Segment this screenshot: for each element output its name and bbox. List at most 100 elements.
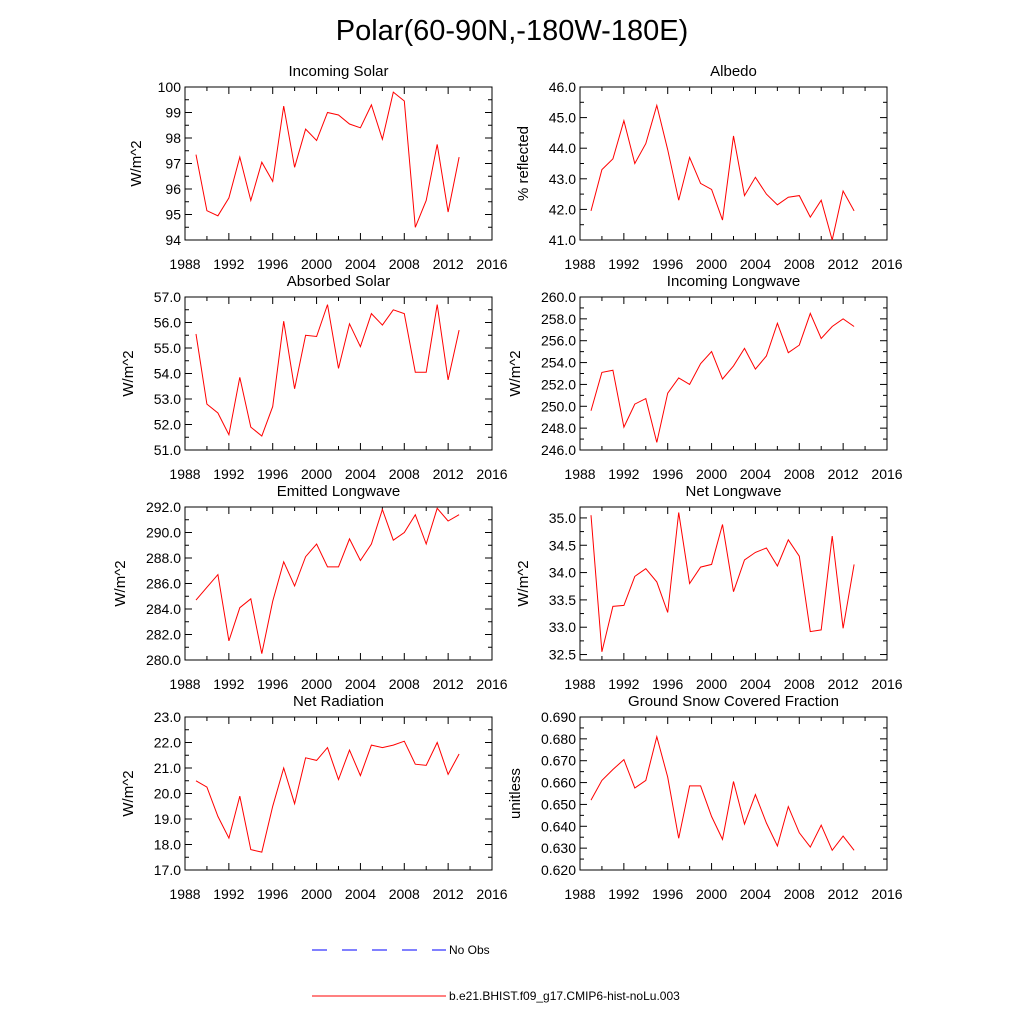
y-tick-label: 23.0 bbox=[154, 709, 181, 725]
series-line bbox=[590, 512, 855, 652]
x-tick-label: 2016 bbox=[871, 256, 902, 272]
y-tick-label: 94 bbox=[165, 232, 181, 248]
x-tick-label: 2004 bbox=[345, 256, 376, 272]
x-tick-label: 2012 bbox=[433, 886, 464, 902]
y-tick-label: 51.0 bbox=[154, 442, 181, 458]
y-axis-label: unitless bbox=[507, 768, 524, 819]
y-tick-label: 0.640 bbox=[541, 818, 576, 834]
x-tick-label: 2000 bbox=[696, 676, 727, 692]
y-tick-label: 45.0 bbox=[549, 110, 576, 126]
y-axis-label: W/m^2 bbox=[507, 350, 524, 396]
y-axis-label: W/m^2 bbox=[128, 140, 145, 186]
x-tick-label: 2000 bbox=[696, 466, 727, 482]
plot-frame bbox=[184, 716, 493, 871]
plot-frame bbox=[184, 506, 493, 661]
series-line bbox=[195, 304, 460, 437]
panel-7: 1988 1992 1996 2000 2004 2008 2012 2016 17.0 18.0… bbox=[120, 693, 508, 902]
x-tick-label: 2016 bbox=[476, 676, 507, 692]
plot-frame bbox=[184, 296, 493, 451]
x-tick-label: 1992 bbox=[213, 256, 244, 272]
x-tick-label: 2004 bbox=[345, 886, 376, 902]
x-tick-label: 2000 bbox=[696, 256, 727, 272]
y-tick-label: 44.0 bbox=[549, 140, 576, 156]
y-tick-label: 19.0 bbox=[154, 811, 181, 827]
x-tick-label: 1992 bbox=[608, 886, 639, 902]
panel-title: Absorbed Solar bbox=[287, 273, 390, 290]
x-tick-label: 1988 bbox=[169, 676, 200, 692]
x-tick-label: 2008 bbox=[389, 256, 420, 272]
x-tick-label: 2012 bbox=[828, 886, 859, 902]
x-tick-label: 1988 bbox=[169, 466, 200, 482]
panel-5: 1988 1992 1996 2000 2004 2008 2012 2016 280.0 282… bbox=[112, 483, 508, 692]
x-tick-label: 1996 bbox=[652, 676, 683, 692]
y-tick-label: 292.0 bbox=[146, 499, 181, 515]
panel-8: 1988 1992 1996 2000 2004 2008 2012 2016 0.620 0.6… bbox=[507, 693, 903, 902]
panel-3: 1988 1992 1996 2000 2004 2008 2012 2016 51.0 52.0… bbox=[120, 273, 508, 482]
y-axis-label: W/m^2 bbox=[515, 560, 532, 606]
x-tick-label: 2000 bbox=[301, 256, 332, 272]
x-tick-label: 2008 bbox=[784, 886, 815, 902]
x-tick-label: 2004 bbox=[740, 676, 771, 692]
x-tick-label: 1992 bbox=[213, 466, 244, 482]
x-tick-label: 1992 bbox=[213, 886, 244, 902]
y-tick-label: 288.0 bbox=[146, 550, 181, 566]
x-tick-label: 2012 bbox=[433, 676, 464, 692]
y-tick-label: 0.670 bbox=[541, 753, 576, 769]
x-tick-label: 2008 bbox=[389, 886, 420, 902]
x-tick-label: 1988 bbox=[169, 256, 200, 272]
y-tick-label: 52.0 bbox=[154, 417, 181, 433]
y-tick-label: 32.5 bbox=[549, 647, 576, 663]
x-tick-label: 2012 bbox=[828, 676, 859, 692]
panel-title: Incoming Longwave bbox=[667, 273, 800, 290]
y-tick-label: 22.0 bbox=[154, 735, 181, 751]
y-tick-label: 0.660 bbox=[541, 775, 576, 791]
y-tick-label: 20.0 bbox=[154, 786, 181, 802]
y-tick-label: 258.0 bbox=[541, 311, 576, 327]
legend: No Obs b.e21.BHIST.f09_g17.CMIP6-hist-no… bbox=[312, 943, 680, 1003]
y-tick-label: 96 bbox=[165, 181, 181, 197]
series-line bbox=[195, 507, 460, 654]
series-line bbox=[590, 103, 855, 241]
y-tick-label: 95 bbox=[165, 207, 181, 223]
y-tick-label: 0.680 bbox=[541, 731, 576, 747]
series-line bbox=[195, 740, 460, 853]
panel-6: 1988 1992 1996 2000 2004 2008 2012 2016 32.5 33.0… bbox=[515, 483, 903, 692]
y-tick-label: 35.0 bbox=[549, 510, 576, 526]
x-tick-label: 1988 bbox=[564, 676, 595, 692]
y-tick-label: 246.0 bbox=[541, 442, 576, 458]
y-tick-label: 250.0 bbox=[541, 398, 576, 414]
x-tick-label: 1988 bbox=[564, 886, 595, 902]
y-tick-label: 248.0 bbox=[541, 420, 576, 436]
y-tick-label: 290.0 bbox=[146, 525, 181, 541]
y-tick-label: 55.0 bbox=[154, 340, 181, 356]
x-tick-label: 2016 bbox=[871, 676, 902, 692]
y-tick-label: 280.0 bbox=[146, 652, 181, 668]
legend-label-model: b.e21.BHIST.f09_g17.CMIP6-hist-noLu.003 bbox=[449, 989, 680, 1003]
x-tick-label: 1996 bbox=[257, 676, 288, 692]
series-line bbox=[590, 734, 855, 852]
y-tick-label: 46.0 bbox=[549, 79, 576, 95]
y-tick-label: 33.0 bbox=[549, 619, 576, 635]
y-tick-label: 284.0 bbox=[146, 601, 181, 617]
y-tick-label: 33.5 bbox=[549, 592, 576, 608]
x-tick-label: 1988 bbox=[564, 256, 595, 272]
y-tick-label: 97 bbox=[165, 156, 181, 172]
x-tick-label: 2004 bbox=[740, 466, 771, 482]
y-tick-label: 0.620 bbox=[541, 862, 576, 878]
x-tick-label: 2008 bbox=[389, 676, 420, 692]
figure-title: Polar(60-90N,-180W-180E) bbox=[336, 15, 688, 47]
x-tick-label: 1996 bbox=[257, 256, 288, 272]
y-tick-label: 0.650 bbox=[541, 796, 576, 812]
y-tick-label: 286.0 bbox=[146, 576, 181, 592]
x-tick-label: 1992 bbox=[608, 256, 639, 272]
y-tick-label: 56.0 bbox=[154, 315, 181, 331]
panel-2: 1988 1992 1996 2000 2004 2008 2012 2016 41.0 42.0… bbox=[515, 63, 903, 272]
x-tick-label: 1996 bbox=[257, 466, 288, 482]
y-tick-label: 41.0 bbox=[549, 232, 576, 248]
x-tick-label: 2000 bbox=[301, 886, 332, 902]
y-tick-label: 34.5 bbox=[549, 537, 576, 553]
x-tick-label: 1996 bbox=[652, 466, 683, 482]
x-tick-label: 1996 bbox=[257, 886, 288, 902]
y-tick-label: 252.0 bbox=[541, 376, 576, 392]
y-axis-label: W/m^2 bbox=[112, 560, 129, 606]
